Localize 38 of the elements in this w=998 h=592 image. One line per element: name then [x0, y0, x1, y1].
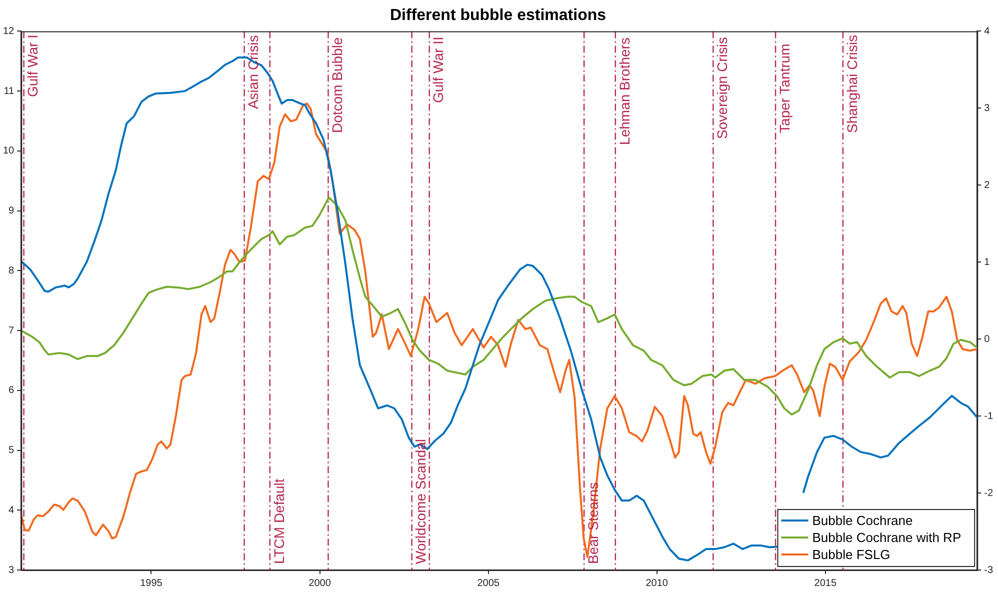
y-tick-label: 12 [3, 26, 15, 37]
x-tick-label: 2010 [646, 578, 668, 589]
annotation: LTCM Default [270, 478, 287, 564]
y-tick-label: 10 [3, 146, 15, 157]
y2-tick-label: 3 [984, 102, 990, 114]
x-tick-label: 2015 [814, 578, 837, 589]
annotation: Gulf War I [24, 34, 41, 98]
y-tick-label: 5 [8, 445, 15, 456]
legend-label: Bubble Cochrane [812, 513, 913, 528]
y2-tick-label: -2 [984, 488, 994, 499]
y-tick-label: 6 [8, 385, 15, 396]
y-tick-label: 3 [8, 564, 15, 576]
y2-tick-label: 4 [984, 26, 990, 37]
x-tick-label: 1995 [140, 578, 163, 589]
x-tick-label: 2000 [308, 578, 332, 589]
legend-label: Bubble FSLG [812, 547, 890, 562]
x-tick-label: 2005 [477, 578, 500, 589]
annotation: Shanghai Crisis [844, 34, 860, 133]
annotation: Asian Crisis [245, 35, 262, 110]
y-tick-label: 4 [8, 504, 15, 516]
annotation: Worldcome Scandal [412, 438, 429, 564]
y-tick-label: 7 [8, 325, 15, 336]
annotation: Lehman Brothers [616, 38, 632, 145]
y-tick-label: 11 [4, 86, 15, 97]
y2-tick-label: 2 [984, 180, 990, 191]
y-tick-label: 8 [8, 265, 15, 276]
y2-tick-label: -3 [984, 564, 994, 576]
y-tick-label: 9 [8, 206, 15, 217]
annotation: Sovereign Crisis [714, 37, 730, 139]
annotation: Taper Tantrum [776, 44, 792, 133]
annotation: Gulf War II [430, 36, 446, 104]
y2-tick-label: -1 [984, 410, 994, 422]
y2-tick-label: 1 [984, 256, 990, 268]
legend-label: Bubble Cochrane with RP [812, 530, 962, 546]
chart-title: Different bubble estimations [390, 7, 606, 24]
annotation: Bear Stearns [584, 482, 601, 564]
y2-tick-label: 0 [984, 334, 990, 345]
annotation: Dotcom Bubble [329, 37, 346, 133]
